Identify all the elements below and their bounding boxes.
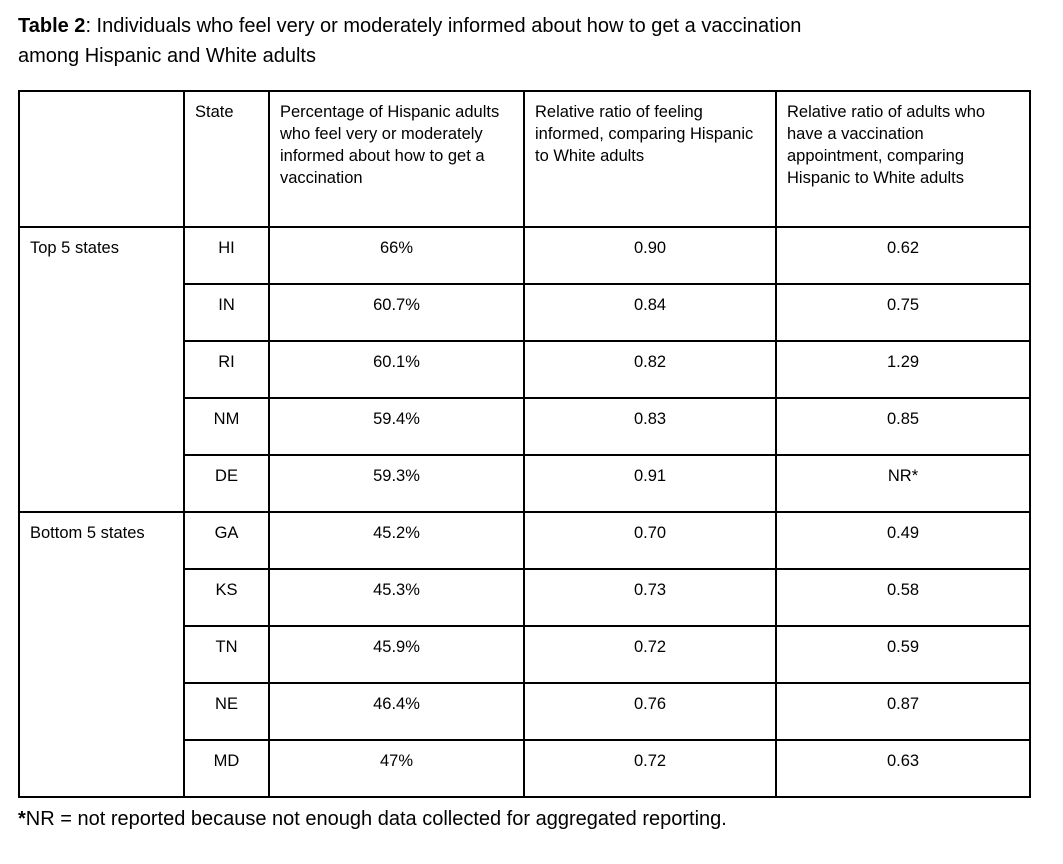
table-caption-text-line2: among Hispanic and White adults	[18, 45, 316, 67]
table-row: Top 5 states HI 66% 0.90 0.62	[18, 226, 1031, 513]
percentage-cell: 59.4%	[268, 397, 525, 456]
ratio-informed-cell: 0.90	[523, 226, 777, 285]
ratio-appointment-cell: 0.63	[775, 739, 1031, 798]
state-cell: HI	[183, 226, 270, 285]
ratio-appointment-cell: 0.62	[775, 226, 1031, 285]
table-row: MD 47% 0.72 0.63	[19, 739, 1031, 798]
state-cell: DE	[183, 454, 270, 513]
ratio-appointment-cell: 0.75	[775, 283, 1031, 342]
percentage-cell: 45.3%	[268, 568, 525, 627]
footnote: *NR = not reported because not enough da…	[18, 805, 1046, 833]
table-caption-label: Table 2	[18, 15, 86, 37]
table-row: NE 46.4% 0.76 0.87	[19, 682, 1031, 741]
state-cell: GA	[183, 511, 270, 570]
table-row: IN 60.7% 0.84 0.75	[19, 283, 1031, 342]
group-label-top5: Top 5 states	[18, 226, 185, 513]
percentage-cell: 45.9%	[268, 625, 525, 684]
header-group	[18, 90, 185, 228]
ratio-informed-cell: 0.84	[523, 283, 777, 342]
ratio-appointment-cell: 0.49	[775, 511, 1031, 570]
ratio-informed-cell: 0.76	[523, 682, 777, 741]
percentage-cell: 47%	[268, 739, 525, 798]
percentage-cell: 66%	[268, 226, 525, 285]
table-caption: Table 2: Individuals who feel very or mo…	[18, 11, 1046, 71]
ratio-informed-cell: 0.91	[523, 454, 777, 513]
percentage-cell: 45.2%	[268, 511, 525, 570]
ratio-informed-cell: 0.72	[523, 625, 777, 684]
ratio-appointment-cell: 0.87	[775, 682, 1031, 741]
footnote-marker: *	[18, 808, 26, 830]
footnote-text: NR = not reported because not enough dat…	[25, 808, 727, 830]
table-row: DE 59.3% 0.91 NR*	[19, 454, 1031, 513]
table-caption-text-line1: : Individuals who feel very or moderatel…	[85, 15, 802, 37]
header-ratio-appointment: Relative ratio of adults who have a vacc…	[775, 90, 1031, 228]
percentage-cell: 60.7%	[268, 283, 525, 342]
state-cell: TN	[183, 625, 270, 684]
percentage-cell: 46.4%	[268, 682, 525, 741]
state-cell: RI	[183, 340, 270, 399]
header-state: State	[183, 90, 270, 228]
ratio-appointment-cell: 1.29	[775, 340, 1031, 399]
header-ratio-informed: Relative ratio of feeling informed, comp…	[523, 90, 777, 228]
percentage-cell: 60.1%	[268, 340, 525, 399]
table-row: TN 45.9% 0.72 0.59	[19, 625, 1031, 684]
percentage-cell: 59.3%	[268, 454, 525, 513]
state-cell: IN	[183, 283, 270, 342]
ratio-appointment-cell: 0.85	[775, 397, 1031, 456]
ratio-informed-cell: 0.82	[523, 340, 777, 399]
ratio-appointment-cell: NR*	[775, 454, 1031, 513]
table-row: RI 60.1% 0.82 1.29	[19, 340, 1031, 399]
ratio-informed-cell: 0.73	[523, 568, 777, 627]
ratio-informed-cell: 0.83	[523, 397, 777, 456]
table-row: NM 59.4% 0.83 0.85	[19, 397, 1031, 456]
ratio-appointment-cell: 0.58	[775, 568, 1031, 627]
table-row: KS 45.3% 0.73 0.58	[19, 568, 1031, 627]
ratio-informed-cell: 0.70	[523, 511, 777, 570]
ratio-informed-cell: 0.72	[523, 739, 777, 798]
state-cell: NE	[183, 682, 270, 741]
header-row: State Percentage of Hispanic adults who …	[18, 90, 1031, 228]
table-row: Bottom 5 states GA 45.2% 0.70 0.49	[18, 511, 1031, 798]
header-percentage: Percentage of Hispanic adults who feel v…	[268, 90, 525, 228]
data-table: State Percentage of Hispanic adults who …	[18, 90, 1031, 798]
ratio-appointment-cell: 0.59	[775, 625, 1031, 684]
state-cell: KS	[183, 568, 270, 627]
state-cell: NM	[183, 397, 270, 456]
group-label-bottom5: Bottom 5 states	[18, 511, 185, 798]
state-cell: MD	[183, 739, 270, 798]
